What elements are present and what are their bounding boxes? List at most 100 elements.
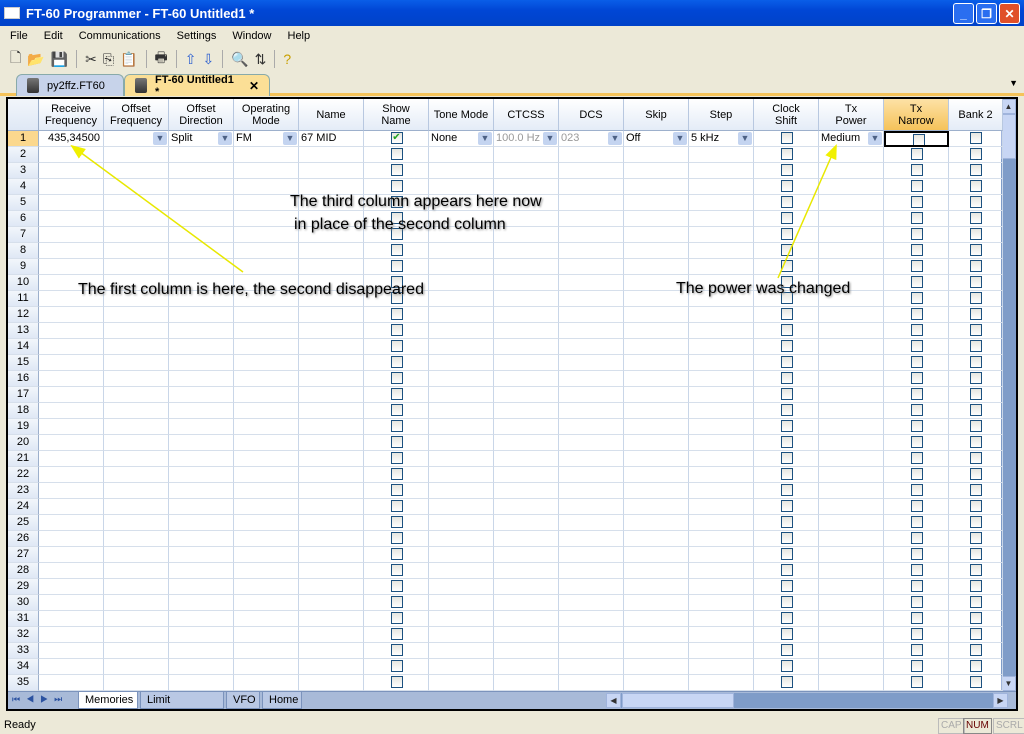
cell[interactable]	[949, 451, 1003, 467]
cell[interactable]	[884, 675, 949, 691]
cell[interactable]	[429, 467, 494, 483]
cell[interactable]	[949, 179, 1003, 195]
cell[interactable]	[559, 483, 624, 499]
cell[interactable]	[494, 259, 559, 275]
cell[interactable]	[299, 275, 364, 291]
cell[interactable]	[104, 579, 169, 595]
cell[interactable]	[104, 275, 169, 291]
row-header[interactable]: 26	[8, 531, 39, 547]
cell[interactable]	[884, 563, 949, 579]
cell[interactable]	[234, 195, 299, 211]
checkbox[interactable]	[970, 372, 982, 384]
cell[interactable]	[754, 371, 819, 387]
cell[interactable]	[39, 515, 104, 531]
cell[interactable]	[689, 147, 754, 163]
checkbox[interactable]	[970, 148, 982, 160]
cell[interactable]	[884, 467, 949, 483]
cell[interactable]	[364, 467, 429, 483]
cell[interactable]	[104, 419, 169, 435]
cell[interactable]	[234, 227, 299, 243]
cell[interactable]	[234, 179, 299, 195]
cell-name[interactable]: 67 MID	[299, 131, 364, 147]
chevron-down-icon[interactable]: ▼	[738, 132, 752, 145]
cell[interactable]	[234, 515, 299, 531]
cell[interactable]	[689, 563, 754, 579]
cell[interactable]	[624, 275, 689, 291]
cell[interactable]	[299, 611, 364, 627]
checkbox[interactable]	[970, 180, 982, 192]
cell[interactable]	[169, 627, 234, 643]
cell[interactable]	[234, 627, 299, 643]
cell[interactable]	[169, 419, 234, 435]
cell[interactable]	[819, 355, 884, 371]
row-header[interactable]: 14	[8, 339, 39, 355]
cell[interactable]	[754, 307, 819, 323]
cell[interactable]	[234, 243, 299, 259]
menu-settings[interactable]: Settings	[176, 30, 217, 42]
checkbox[interactable]	[910, 292, 923, 304]
cell[interactable]	[949, 467, 1003, 483]
cell[interactable]	[624, 579, 689, 595]
checkbox[interactable]	[910, 340, 923, 352]
cell[interactable]	[494, 211, 559, 227]
cell-offset-frequency[interactable]: ▼	[104, 131, 169, 147]
cell[interactable]	[169, 355, 234, 371]
checkbox[interactable]	[970, 484, 982, 496]
cell[interactable]	[689, 211, 754, 227]
checkbox[interactable]	[970, 452, 982, 464]
cell[interactable]	[624, 627, 689, 643]
cell[interactable]	[429, 451, 494, 467]
cell[interactable]	[949, 163, 1003, 179]
row-header[interactable]: 6	[8, 211, 39, 227]
cell[interactable]	[884, 243, 949, 259]
cell[interactable]	[364, 147, 429, 163]
cell[interactable]	[689, 675, 754, 691]
cell[interactable]	[429, 483, 494, 499]
column-header[interactable]: Offset Direction	[169, 99, 234, 131]
column-header[interactable]: Skip	[624, 99, 689, 131]
cell[interactable]	[884, 387, 949, 403]
cell[interactable]	[39, 499, 104, 515]
cell[interactable]	[169, 435, 234, 451]
cell[interactable]	[364, 515, 429, 531]
cell[interactable]	[234, 563, 299, 579]
cell[interactable]	[429, 531, 494, 547]
tab-py2ffz[interactable]: py2ffz.FT60	[16, 74, 124, 96]
cell[interactable]	[949, 323, 1003, 339]
cell[interactable]	[39, 579, 104, 595]
checkbox[interactable]	[970, 404, 982, 416]
checkbox[interactable]	[970, 500, 982, 512]
cell[interactable]	[624, 259, 689, 275]
cell[interactable]	[169, 243, 234, 259]
column-header[interactable]: DCS	[559, 99, 624, 131]
checkbox[interactable]	[390, 196, 403, 208]
cell[interactable]	[299, 579, 364, 595]
row-header[interactable]: 15	[8, 355, 39, 371]
cell[interactable]	[819, 451, 884, 467]
checkbox[interactable]	[970, 196, 982, 208]
cell-show-name[interactable]: ✔	[364, 131, 429, 147]
cell[interactable]	[169, 531, 234, 547]
row-header[interactable]: 18	[8, 403, 39, 419]
cell[interactable]	[169, 387, 234, 403]
menu-communications[interactable]: Communications	[78, 30, 161, 42]
row-header[interactable]: 20	[8, 435, 39, 451]
cell[interactable]	[364, 307, 429, 323]
cell[interactable]	[494, 147, 559, 163]
checkbox[interactable]	[780, 564, 793, 576]
cell-skip[interactable]: Off ▼	[624, 131, 689, 147]
column-header[interactable]: CTCSS	[494, 99, 559, 131]
checkbox[interactable]	[780, 324, 793, 336]
cell[interactable]	[169, 499, 234, 515]
checkbox[interactable]	[970, 260, 982, 272]
cell[interactable]	[884, 547, 949, 563]
checkbox[interactable]	[780, 228, 793, 240]
cell[interactable]	[364, 595, 429, 611]
cell[interactable]	[624, 355, 689, 371]
cell[interactable]	[819, 659, 884, 675]
cell[interactable]	[949, 563, 1003, 579]
cell[interactable]	[429, 371, 494, 387]
cell[interactable]	[364, 659, 429, 675]
cell[interactable]	[104, 595, 169, 611]
cell[interactable]	[949, 195, 1003, 211]
